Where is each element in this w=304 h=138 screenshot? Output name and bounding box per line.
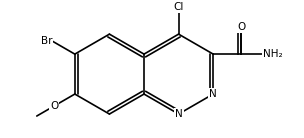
Text: Cl: Cl	[173, 2, 184, 12]
Text: O: O	[50, 101, 58, 111]
Text: NH₂: NH₂	[263, 49, 283, 59]
Text: O: O	[237, 22, 245, 32]
Text: Br: Br	[41, 36, 52, 46]
Text: N: N	[175, 109, 182, 119]
Text: N: N	[209, 89, 217, 99]
